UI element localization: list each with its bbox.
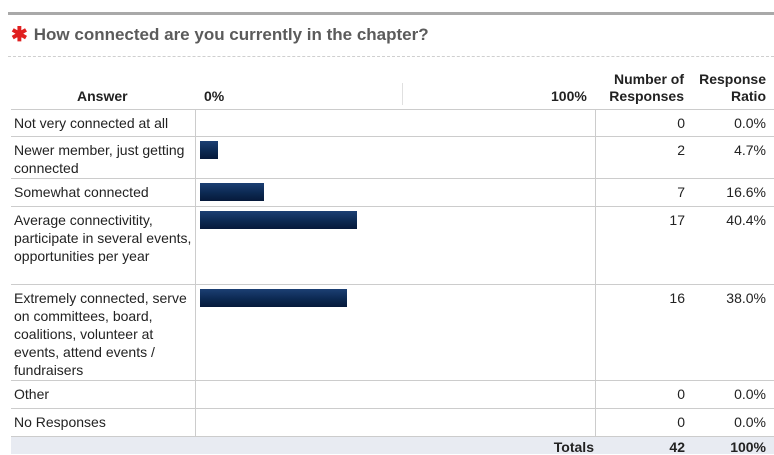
- bar-track: [200, 115, 588, 133]
- question-text: How connected are you currently in the c…: [33, 25, 429, 44]
- question-title: ✱ How connected are you currently in the…: [11, 22, 429, 48]
- header-num-line1: Number of: [614, 71, 684, 87]
- header-scale-max: 100%: [551, 88, 587, 104]
- response-bar: [200, 289, 348, 307]
- response-bar: [200, 183, 265, 201]
- bar-track: [200, 211, 588, 229]
- results-table: Answer 0% 100% Number of Responses Respo…: [11, 66, 774, 455]
- column-divider: [195, 110, 196, 136]
- answer-label: Average connectivitity, participate in s…: [14, 212, 192, 264]
- table-row: Somewhat connected 7 16.6%: [11, 179, 774, 207]
- table-header: Answer 0% 100% Number of Responses Respo…: [11, 66, 774, 110]
- column-divider: [595, 110, 596, 136]
- header-ratio-line1: Response: [699, 71, 766, 87]
- answer-label: Extremely connected, serve on committees…: [14, 290, 187, 378]
- column-divider: [595, 179, 596, 206]
- response-ratio: 40.4%: [726, 212, 766, 228]
- totals-count: 42: [669, 439, 685, 455]
- bar-track: [200, 386, 588, 404]
- table-row: Newer member, just getting connected 2 4…: [11, 137, 774, 179]
- required-icon: ✱: [11, 24, 28, 46]
- answer-label: Somewhat connected: [14, 184, 149, 200]
- header-scale-divider: [402, 83, 403, 105]
- response-ratio: 0.0%: [734, 386, 766, 402]
- column-divider: [595, 381, 596, 408]
- response-count: 0: [677, 115, 685, 131]
- response-ratio: 4.7%: [734, 142, 766, 158]
- header-num-line2: Responses: [609, 88, 684, 104]
- response-ratio: 0.0%: [734, 115, 766, 131]
- totals-ratio: 100%: [730, 439, 766, 455]
- response-ratio: 16.6%: [726, 184, 766, 200]
- response-count: 0: [677, 386, 685, 402]
- top-divider: [8, 12, 774, 15]
- header-answer: Answer: [77, 88, 128, 104]
- response-count: 0: [677, 414, 685, 430]
- response-count: 2: [677, 142, 685, 158]
- answer-label: Newer member, just getting connected: [14, 142, 185, 176]
- column-divider: [195, 137, 196, 178]
- answer-label: Not very connected at all: [14, 115, 169, 131]
- header-scale-min: 0%: [204, 88, 225, 104]
- column-divider: [595, 409, 596, 436]
- column-divider: [195, 207, 196, 284]
- table-row: Extremely connected, serve on committees…: [11, 285, 774, 381]
- table-row: No Responses 0 0.0%: [11, 409, 774, 437]
- column-divider: [195, 381, 196, 408]
- bar-track: [200, 414, 588, 432]
- totals-row: Totals 42 100%: [11, 437, 774, 455]
- header-ratio-line2: Ratio: [731, 88, 766, 104]
- response-ratio: 0.0%: [734, 414, 766, 430]
- bar-track: [200, 289, 588, 307]
- response-ratio: 38.0%: [726, 290, 766, 306]
- response-count: 17: [669, 212, 685, 228]
- column-divider: [195, 285, 196, 380]
- column-divider: [195, 179, 196, 206]
- bar-track: [200, 141, 588, 159]
- answer-label: Other: [14, 386, 50, 402]
- table-row: Average connectivitity, participate in s…: [11, 207, 774, 285]
- header-number-of-responses: Number of Responses: [600, 71, 684, 105]
- table-row: Other 0 0.0%: [11, 381, 774, 409]
- bar-track: [200, 183, 588, 201]
- response-count: 7: [677, 184, 685, 200]
- table-row: Not very connected at all 0 0.0%: [11, 110, 774, 137]
- column-divider: [595, 285, 596, 380]
- column-divider: [595, 207, 596, 284]
- answer-label: No Responses: [14, 414, 106, 430]
- header-response-ratio: Response Ratio: [688, 71, 766, 105]
- response-bar: [200, 141, 219, 159]
- column-divider: [595, 137, 596, 178]
- response-count: 16: [669, 290, 685, 306]
- response-bar: [200, 211, 357, 229]
- column-divider: [195, 409, 196, 436]
- totals-label: Totals: [553, 439, 594, 455]
- dashed-divider: [8, 56, 774, 57]
